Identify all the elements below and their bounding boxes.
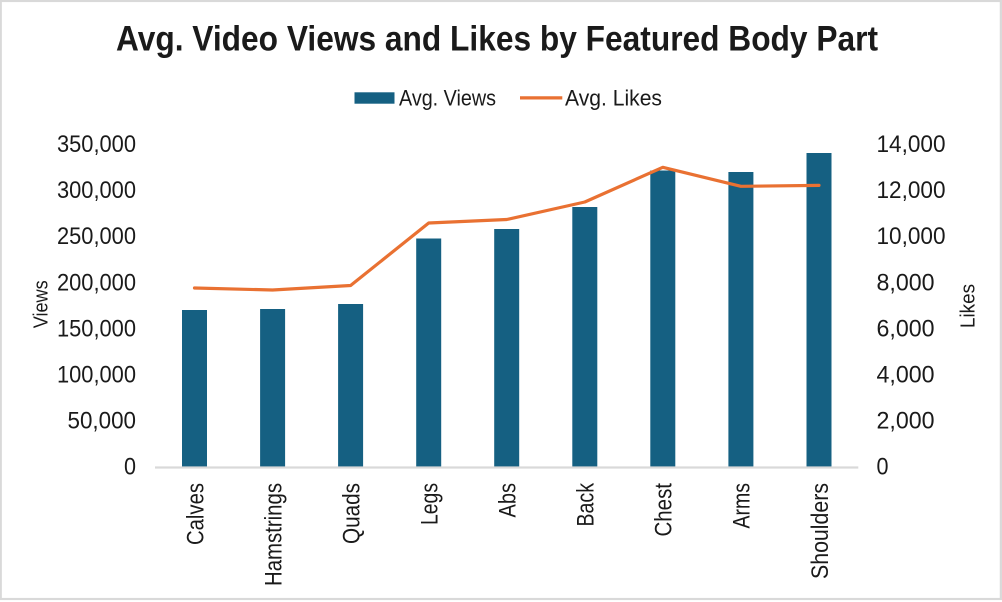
svg-text:Legs: Legs <box>416 483 443 525</box>
svg-text:12,000: 12,000 <box>877 177 946 204</box>
svg-text:0: 0 <box>124 454 136 481</box>
svg-text:Calves: Calves <box>182 483 209 545</box>
svg-text:Chest: Chest <box>651 483 678 537</box>
svg-text:Hamstrings: Hamstrings <box>260 483 287 586</box>
svg-text:8,000: 8,000 <box>877 269 935 296</box>
svg-text:6,000: 6,000 <box>877 315 935 342</box>
svg-text:Avg. Video Views and Likes by: Avg. Video Views and Likes by Featured B… <box>116 20 878 59</box>
svg-text:Abs: Abs <box>494 483 521 518</box>
svg-text:Shoulders: Shoulders <box>807 483 834 579</box>
svg-text:Back: Back <box>573 482 600 526</box>
svg-text:200,000: 200,000 <box>57 269 136 296</box>
svg-text:150,000: 150,000 <box>57 315 136 342</box>
svg-text:4,000: 4,000 <box>877 361 935 388</box>
svg-text:50,000: 50,000 <box>68 408 137 435</box>
svg-text:2,000: 2,000 <box>877 408 935 435</box>
svg-text:Avg. Likes: Avg. Likes <box>565 85 662 110</box>
svg-text:10,000: 10,000 <box>877 223 946 250</box>
svg-text:14,000: 14,000 <box>877 131 946 158</box>
svg-text:300,000: 300,000 <box>57 177 136 204</box>
svg-text:100,000: 100,000 <box>57 361 136 388</box>
svg-text:Avg. Views: Avg. Views <box>399 85 496 110</box>
svg-text:350,000: 350,000 <box>57 131 136 158</box>
svg-text:Likes: Likes <box>958 284 980 328</box>
svg-text:Views: Views <box>31 280 53 328</box>
svg-text:250,000: 250,000 <box>57 223 136 250</box>
svg-text:0: 0 <box>877 454 889 481</box>
svg-text:Arms: Arms <box>729 483 756 529</box>
svg-text:Quads: Quads <box>338 483 365 544</box>
